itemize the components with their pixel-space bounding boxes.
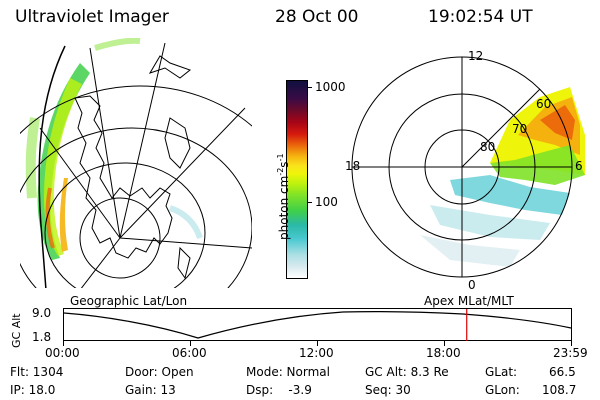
time-tick-0600: 06:00	[172, 346, 207, 360]
gc-alt-tick-top: 9.0	[32, 306, 52, 320]
sequence-value: Seq: 30	[365, 383, 411, 397]
time-tick-1800: 18:00	[426, 346, 461, 360]
glon-label: GLon:	[485, 383, 520, 397]
polar-ring-60: 60	[536, 97, 551, 111]
dsp-value: Dsp: -3.9	[246, 383, 312, 397]
polar-mlt-plot: 12 0 18 6 80 70 60	[345, 49, 585, 292]
gc-alt-value: GC Alt: 8.3 Re	[365, 365, 449, 379]
instrument-title: Ultraviolet Imager	[15, 7, 169, 27]
flight-number: Flt: 1304	[10, 365, 64, 379]
glon-value: 108.7	[542, 383, 577, 397]
colorbar-tick-100	[307, 202, 312, 203]
polar-ring-70: 70	[512, 122, 527, 136]
time-tick-2359: 23:59	[553, 346, 588, 360]
polar-ring-80: 80	[480, 140, 495, 154]
colorbar-unit-label: photon cm-2s-1	[276, 153, 291, 240]
apex-panel-title: Apex MLat/MLT	[424, 294, 514, 308]
colorbar-label-1000: 1000	[315, 80, 346, 94]
time-tick-0000: 00:00	[45, 346, 80, 360]
ip-value: IP: 18.0	[10, 383, 56, 397]
geographic-panel-title: Geographic Lat/Lon	[70, 294, 188, 308]
polar-label-18: 18	[345, 159, 360, 173]
glat-value: 66.5	[549, 365, 576, 379]
time-label: 19:02:54 UT	[428, 7, 533, 27]
polar-label-6: 6	[575, 159, 583, 173]
gain-value: Gain: 13	[125, 383, 176, 397]
colorbar-tick-1000	[307, 87, 312, 88]
geographic-globe-image	[20, 38, 252, 288]
orbit-altitude-timeline	[63, 308, 572, 346]
door-status: Door: Open	[125, 365, 194, 379]
gc-alt-tick-bottom: 1.8	[32, 330, 52, 344]
polar-label-12: 12	[468, 49, 483, 63]
time-tick-1200: 12:00	[299, 346, 334, 360]
colorbar	[286, 80, 308, 279]
gc-alt-axis-label: GC Alt	[10, 313, 23, 348]
polar-label-0: 0	[468, 278, 476, 292]
date-label: 28 Oct 00	[275, 7, 359, 27]
mode-value: Mode: Normal	[246, 365, 330, 379]
colorbar-label-100: 100	[315, 195, 338, 209]
glat-label: GLat:	[485, 365, 518, 379]
